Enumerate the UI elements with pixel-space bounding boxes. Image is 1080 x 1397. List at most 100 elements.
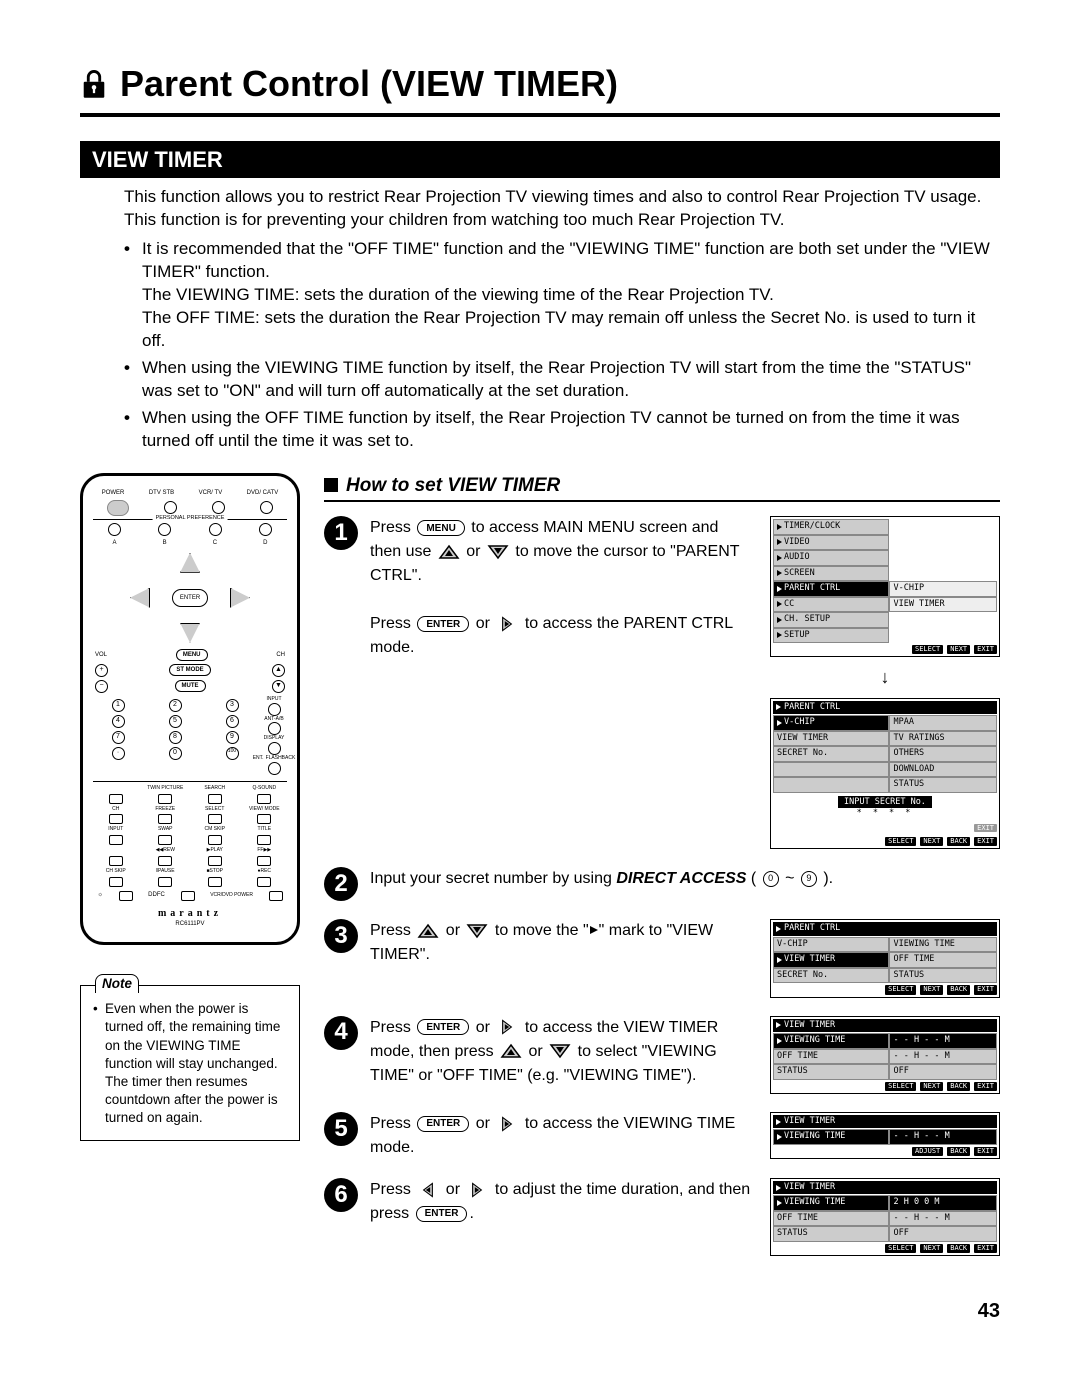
- remote-grid-button[interactable]: [109, 856, 123, 866]
- bullet-item: When using the OFF TIME function by itse…: [124, 407, 1000, 453]
- dpad-up[interactable]: [180, 553, 200, 573]
- bullet-sub: The VIEWING TIME: sets the duration of t…: [142, 284, 1000, 307]
- model-label: RC6111PV: [91, 920, 289, 928]
- num-6[interactable]: 6: [226, 715, 239, 728]
- step-text: Press or to move the "" mark to "VIEW TI…: [370, 919, 754, 967]
- bullet-sub: The OFF TIME: sets the duration the Rear…: [142, 307, 1000, 353]
- step-6: 6 Press or to adjust the time duration, …: [324, 1178, 1000, 1256]
- num-dot[interactable]: ·: [112, 747, 125, 760]
- remote-grid-button[interactable]: [109, 877, 123, 887]
- power-button[interactable]: [107, 500, 129, 516]
- remote-grid-button[interactable]: [208, 856, 222, 866]
- bullet-list: It is recommended that the "OFF TIME" fu…: [124, 238, 1000, 452]
- enter-pill-icon: ENTER: [417, 616, 469, 632]
- up-button-icon: [417, 923, 439, 939]
- menu-button[interactable]: MENU: [176, 649, 208, 661]
- step-2: 2 Input your secret number by using DIRE…: [324, 867, 1000, 901]
- dpad-right[interactable]: [230, 588, 250, 608]
- remote-grid-button[interactable]: [109, 835, 123, 845]
- remote-grid-button[interactable]: [158, 835, 172, 845]
- left-button-icon: [417, 1182, 439, 1198]
- pref-a-button[interactable]: [108, 523, 121, 536]
- dtv-button[interactable]: [164, 501, 177, 514]
- num-9-icon: 9: [801, 871, 817, 887]
- dvd-button[interactable]: [260, 501, 273, 514]
- brightness-button[interactable]: [119, 891, 133, 901]
- dpad-down[interactable]: [180, 623, 200, 643]
- remote-grid-button[interactable]: [158, 856, 172, 866]
- section-header: VIEW TIMER: [80, 141, 1000, 179]
- dpad-left[interactable]: [130, 588, 150, 608]
- square-bullet-icon: [324, 478, 338, 492]
- remote-label: C: [213, 539, 217, 547]
- vcr-button[interactable]: [212, 501, 225, 514]
- remote-label: POWER: [102, 489, 125, 497]
- remote-grid-button[interactable]: [208, 794, 222, 804]
- remote-grid-button[interactable]: [257, 877, 271, 887]
- vol-down[interactable]: −: [95, 680, 108, 693]
- page-title: Parent Control (VIEW TIMER): [120, 60, 618, 109]
- step-number: 3: [324, 919, 358, 953]
- right-button-icon: [496, 616, 518, 632]
- num-9[interactable]: 9: [226, 731, 239, 744]
- num-3[interactable]: 3: [226, 699, 239, 712]
- down-button-icon: [487, 544, 509, 560]
- input-button[interactable]: [268, 703, 281, 716]
- num-2[interactable]: 2: [169, 699, 182, 712]
- osd-viewing-time: VIEW TIMERVIEWING TIME- - H - - MADJUSTB…: [770, 1112, 1000, 1159]
- remote-grid-button[interactable]: [208, 877, 222, 887]
- lock-icon: [80, 68, 108, 100]
- remote-grid-button[interactable]: [158, 877, 172, 887]
- num-1[interactable]: 1: [112, 699, 125, 712]
- remote-grid-button[interactable]: [109, 794, 123, 804]
- step-1: 1 Press MENU to access MAIN MENU screen …: [324, 516, 1000, 849]
- ch-up[interactable]: ▲: [272, 664, 285, 677]
- right-button-icon: [496, 1019, 518, 1035]
- remote-label: A: [113, 539, 117, 547]
- remote-grid-button[interactable]: [208, 814, 222, 824]
- bullet-item: When using the VIEWING TIME function by …: [124, 357, 1000, 403]
- pref-b-button[interactable]: [158, 523, 171, 536]
- remote-grid-button[interactable]: [257, 856, 271, 866]
- mute-button[interactable]: MUTE: [175, 680, 206, 692]
- enter-button[interactable]: ENTER: [172, 589, 208, 607]
- num-100[interactable]: 100: [226, 747, 239, 760]
- num-5[interactable]: 5: [169, 715, 182, 728]
- remote-label: DISPLAY: [264, 735, 285, 742]
- brand-label: marantz: [91, 907, 289, 921]
- remote-label: ANT-A/B: [264, 716, 283, 723]
- ant-button[interactable]: [268, 722, 281, 735]
- ddfc-button[interactable]: [181, 891, 195, 901]
- bullet-item: It is recommended that the "OFF TIME" fu…: [124, 238, 1000, 353]
- enter-pill-icon: ENTER: [416, 1206, 468, 1222]
- step-text: Press ENTER or to access the VIEWING TIM…: [370, 1112, 754, 1160]
- note-text: Even when the power is turned off, the r…: [93, 1000, 287, 1128]
- remote-label: ENT.: [253, 755, 264, 762]
- display-button[interactable]: [268, 742, 281, 755]
- remote-grid-button[interactable]: [257, 794, 271, 804]
- pref-c-button[interactable]: [209, 523, 222, 536]
- step-3: 3 Press or to move the "" mark to "VIEW …: [324, 919, 1000, 997]
- num-4[interactable]: 4: [112, 715, 125, 728]
- remote-grid-button[interactable]: [158, 794, 172, 804]
- remote-grid-button[interactable]: [257, 814, 271, 824]
- remote-label: PERSONAL PREFERENCE: [153, 515, 228, 522]
- right-button-icon: [466, 1182, 488, 1198]
- remote-grid-button[interactable]: [208, 835, 222, 845]
- vol-up[interactable]: +: [95, 664, 108, 677]
- flashback-button[interactable]: [268, 762, 281, 775]
- step-4: 4 Press ENTER or to access the VIEW TIME…: [324, 1016, 1000, 1094]
- remote-label: D: [263, 539, 267, 547]
- bullet-text: It is recommended that the "OFF TIME" fu…: [142, 239, 990, 281]
- stmode-button[interactable]: ST MODE: [169, 664, 210, 676]
- num-8[interactable]: 8: [169, 731, 182, 744]
- remote-grid-button[interactable]: [257, 835, 271, 845]
- pref-d-button[interactable]: [259, 523, 272, 536]
- remote-grid-button[interactable]: [109, 814, 123, 824]
- vcrdvd-power-button[interactable]: [269, 891, 283, 901]
- num-7[interactable]: 7: [112, 731, 125, 744]
- ch-down[interactable]: ▼: [272, 680, 285, 693]
- num-0[interactable]: 0: [169, 747, 182, 760]
- remote-grid-button[interactable]: [158, 814, 172, 824]
- step-number: 6: [324, 1178, 358, 1212]
